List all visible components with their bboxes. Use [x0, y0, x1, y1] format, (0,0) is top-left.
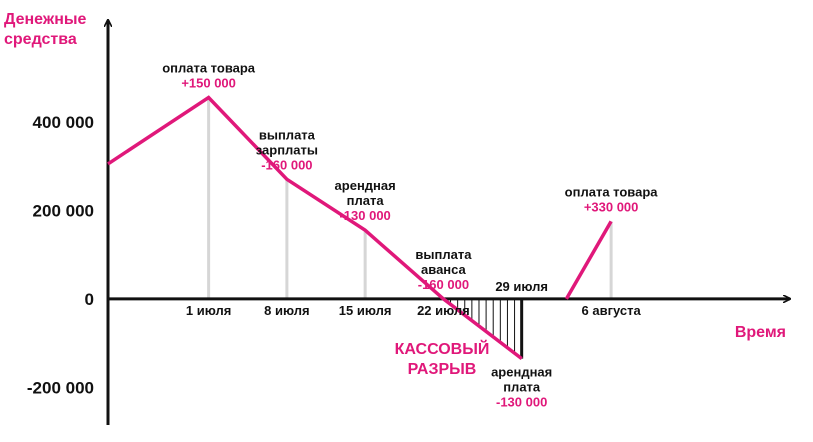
annotation-text: выплата	[415, 247, 472, 262]
annotation-value: -130 000	[496, 395, 547, 410]
x-tick-label: 15 июля	[339, 303, 392, 318]
series	[107, 95, 613, 360]
cash-gap-label: РАЗРЫВ	[408, 361, 477, 378]
annotation-text: зарплаты	[256, 142, 318, 157]
x-tick-label: 1 июля	[186, 303, 231, 318]
y-tick-label: 200 000	[33, 201, 94, 220]
x-axis-label: Время	[735, 324, 786, 341]
y-tick-label: 0	[85, 290, 94, 309]
annotation-text: плата	[503, 380, 541, 395]
annotation-value: +330 000	[584, 199, 639, 214]
y-tick-label: 400 000	[33, 113, 94, 132]
annotation-text: выплата	[259, 127, 316, 142]
y-axis-label: Денежные	[4, 11, 87, 28]
annotation-value: -130 000	[339, 208, 390, 223]
annotation-text: оплата товара	[565, 184, 659, 199]
guide-lines	[207, 97, 613, 299]
x-tick-label: 6 августа	[582, 303, 642, 318]
annotation-value: -160 000	[261, 157, 312, 172]
annotation-value: -160 000	[418, 277, 469, 292]
x-tick-label: 22 июля	[417, 303, 470, 318]
x-tick-label: 29 июля	[495, 279, 548, 294]
x-tick-label: 8 июля	[264, 303, 309, 318]
cash-line-segment-0	[107, 95, 523, 360]
axes	[108, 20, 790, 425]
labels: 400 000 200 000 0 -200 000 1 июля 8 июля 15 ию…	[4, 11, 786, 410]
y-axis-label: средства	[4, 31, 77, 48]
y-tick-label: -200 000	[27, 378, 94, 397]
annotation-text: оплата товара	[162, 60, 256, 75]
annotation-value: +150 000	[181, 75, 236, 90]
annotation-text: аванса	[421, 262, 467, 277]
annotation-text: арендная	[491, 365, 552, 380]
annotation-text: плата	[347, 193, 385, 208]
cash-line-segment-1	[564, 220, 613, 300]
annotation-text: арендная	[335, 178, 396, 193]
cash-gap-label: КАССОВЫЙ	[395, 339, 490, 358]
